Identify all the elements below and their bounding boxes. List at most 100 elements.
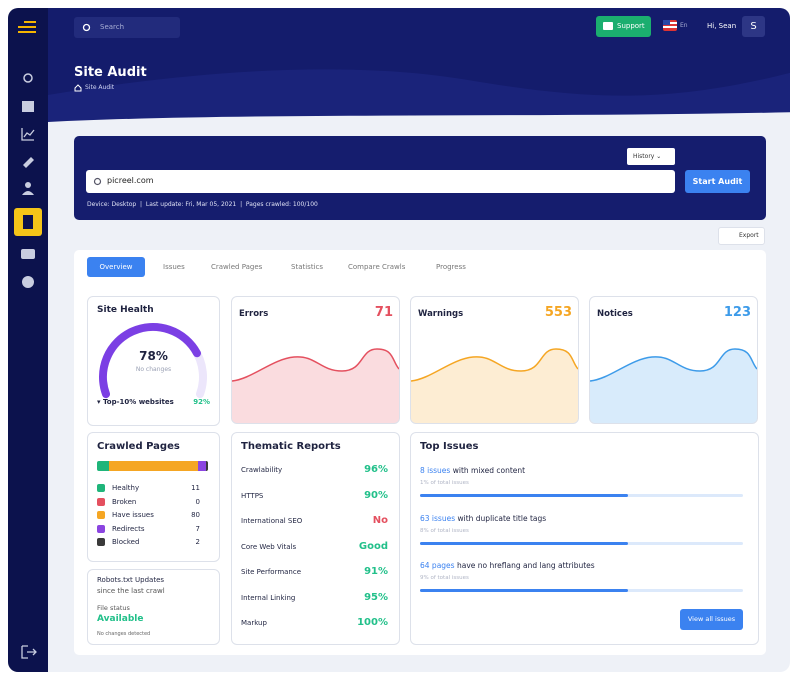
benchmark-value: 92% (193, 398, 210, 406)
start-audit-button[interactable]: Start Audit (685, 170, 750, 193)
report-name[interactable]: International SEO (241, 517, 303, 525)
counter-wave (232, 348, 399, 423)
language[interactable]: En (680, 22, 688, 29)
counter-name: Errors (239, 309, 269, 319)
legend-swatch (97, 484, 105, 492)
sidebar (8, 8, 48, 672)
top-issues-card: Top Issues 8 issues with mixed content 1%… (410, 432, 759, 645)
bar-segment (109, 461, 198, 471)
user-icon[interactable] (22, 191, 34, 195)
issue-line: 64 pages have no hreflang and lang attri… (420, 561, 595, 570)
flag[interactable] (663, 20, 677, 31)
report-name[interactable]: Core Web Vitals (241, 542, 297, 551)
legend-swatch (97, 524, 105, 533)
tab[interactable]: Compare Crawls (348, 263, 406, 271)
site-health-title: Site Health (97, 305, 154, 315)
thematic-title: Thematic Reports (241, 441, 341, 452)
tab[interactable]: Statistics (291, 263, 323, 271)
support-label: Support (617, 22, 645, 30)
counter-card: Errors 71 (231, 296, 400, 424)
issue-count[interactable]: 63 issues (420, 513, 456, 523)
tab[interactable]: Issues (163, 263, 185, 271)
legend-count: 7 (195, 524, 200, 533)
issue-count[interactable]: 64 pages (420, 561, 455, 570)
report-value: No (372, 515, 388, 526)
issue-fill (420, 494, 628, 497)
report-value: 91% (364, 566, 388, 577)
score-change: No changes (135, 366, 172, 373)
breadcrumb[interactable]: Site Audit (85, 84, 115, 91)
counter-wave (411, 348, 578, 423)
crawled-title: Crawled Pages (97, 441, 180, 452)
legend-name: Broken (112, 497, 137, 506)
view-all-button[interactable]: View all issues (680, 609, 743, 630)
audit-info: Device: Desktop | Last update: Fri, Mar … (87, 201, 318, 208)
export-button[interactable]: Export (718, 227, 765, 245)
issue-count[interactable]: 8 issues (420, 466, 451, 475)
tool-icon[interactable] (23, 157, 34, 168)
search-placeholder: Search (100, 23, 125, 31)
help-icon[interactable] (22, 276, 34, 288)
report-name[interactable]: Crawlability (241, 466, 283, 474)
search-box[interactable]: Search (74, 17, 180, 38)
issue-line: 8 issues with mixed content (420, 466, 525, 475)
search-icon[interactable] (23, 73, 33, 83)
url-input[interactable]: picreel.com (86, 170, 675, 193)
bar-segment (205, 461, 208, 471)
legend-name: Blocked (112, 538, 140, 546)
pages-crawled: Pages crawled: 100/100 (245, 201, 318, 208)
wave-area (232, 349, 399, 423)
counter-value: 553 (544, 305, 572, 320)
legend-count: 11 (191, 484, 200, 492)
robots-card: Robots.txt Updates since the last crawl … (87, 569, 220, 645)
wave-area (590, 349, 757, 423)
device: Device: Desktop (87, 201, 137, 208)
counter-name: Notices (597, 309, 633, 319)
url-value: picreel.com (107, 176, 154, 185)
page-title: Site Audit (74, 65, 147, 80)
tab[interactable]: Crawled Pages (211, 263, 263, 271)
avatar[interactable]: S (742, 16, 765, 37)
legend-name: Healthy (112, 484, 140, 492)
report-value: 100% (357, 617, 388, 628)
legend-count: 80 (191, 511, 200, 519)
legend-swatch (97, 511, 105, 519)
report-name[interactable]: Internal Linking (241, 593, 296, 602)
support-button[interactable]: Support (596, 16, 651, 37)
video-icon[interactable] (21, 249, 35, 259)
report-value: 90% (364, 489, 388, 501)
dashboard-icon[interactable] (22, 101, 34, 112)
report-value: Good (358, 540, 388, 552)
issue-share: 8% of total issues (420, 527, 469, 534)
history-dropdown[interactable]: History ⌄ (627, 148, 675, 165)
tab[interactable]: Progress (436, 263, 466, 271)
history-label: History (633, 153, 655, 160)
counter-value: 123 (723, 305, 751, 320)
issue-share: 1% of total issues (420, 480, 469, 486)
bar-segment (198, 461, 206, 471)
wave-area (411, 349, 578, 423)
report-name[interactable]: Site Performance (241, 568, 302, 576)
crawled-card: Crawled Pages Healthy 11 Broken 0 Have issue… (87, 432, 220, 562)
counter-name: Warnings (418, 309, 464, 319)
logout-icon[interactable] (21, 645, 37, 659)
issue-share: 9% of total issues (420, 575, 469, 581)
report-name[interactable]: Markup (241, 619, 267, 627)
wave-line (590, 348, 757, 382)
score: 78% (139, 349, 168, 363)
issue-text: have no hreflang and lang attributes (456, 561, 595, 570)
chart-icon[interactable] (21, 128, 35, 141)
counter-wave (590, 348, 757, 423)
report-value: 95% (364, 591, 388, 603)
benchmark: ▾ Top-10% websites (97, 398, 174, 406)
wave-line (411, 348, 578, 382)
legend-count: 0 (195, 497, 200, 506)
top-issues-title: Top Issues (420, 441, 479, 452)
site-health-card: Site Health 78% No changes ▾ Top-10% web… (87, 296, 220, 426)
report-name[interactable]: HTTPS (241, 491, 264, 500)
tab[interactable]: Overview (87, 257, 145, 277)
last-update: Last update: Fri, Mar 05, 2021 (145, 201, 237, 208)
wave-line (232, 348, 399, 382)
issue-text: with mixed content (452, 466, 526, 475)
